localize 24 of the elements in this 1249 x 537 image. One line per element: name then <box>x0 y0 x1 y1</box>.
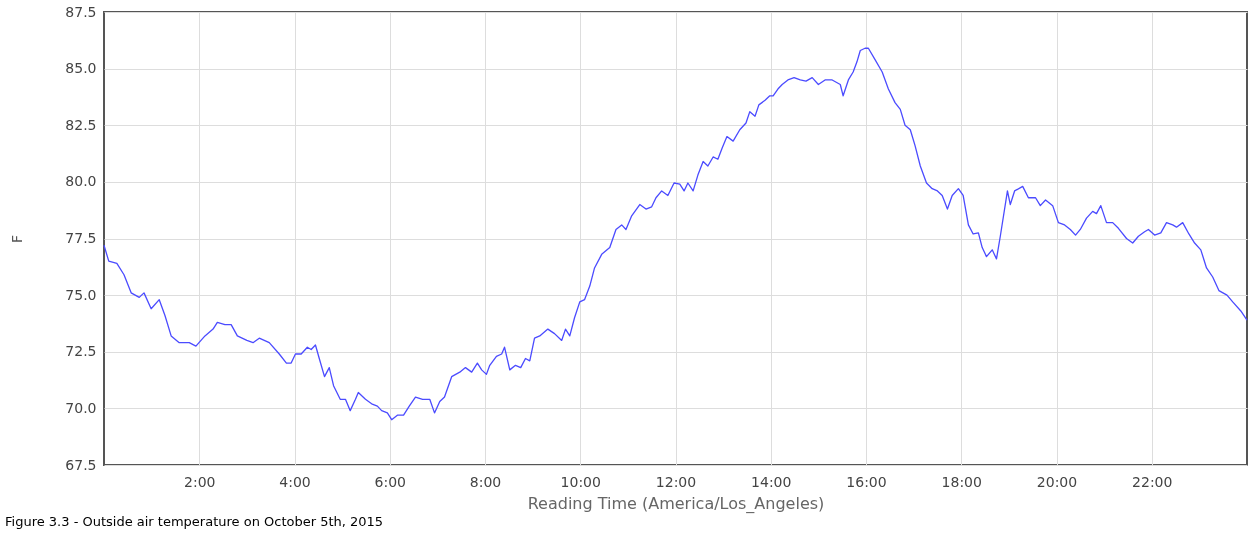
y-tick-label: 75.0 <box>65 286 97 303</box>
y-tick-label: 82.5 <box>65 116 97 133</box>
y-tick-label: 85.0 <box>65 60 97 77</box>
x-tick-label: 16:00 <box>846 473 887 490</box>
caption: Figure 3.3 - Outside air temperature on October 5th, 2015 <box>5 514 384 529</box>
x-tick-label: 2:00 <box>184 473 216 490</box>
y-tick-label: 77.5 <box>65 230 97 246</box>
x-tick-label: 4:00 <box>279 473 311 490</box>
x-tick-label: 20:00 <box>1036 473 1078 490</box>
y-tick-label: 87.5 <box>65 3 97 20</box>
x-tick-label: 8:00 <box>469 473 502 490</box>
line-series <box>103 47 1248 421</box>
y-tick-label: 67.5 <box>65 456 97 473</box>
x-tick-label: 18:00 <box>941 473 982 490</box>
x-axis-title: Reading Time (America/Los_Angeles) <box>527 493 825 514</box>
x-tick-label: 6:00 <box>374 473 406 490</box>
y-axis-title: F <box>9 234 26 244</box>
x-tick-label: 12:00 <box>655 473 697 490</box>
y-tick-label: 80.0 <box>65 173 97 190</box>
x-tick-label: 22:00 <box>1132 473 1173 490</box>
x-tick-label: 10:00 <box>560 473 601 490</box>
y-tick-label: 70.0 <box>65 399 97 416</box>
y-tick-label: 72.5 <box>65 343 97 360</box>
x-tick-label: 14:00 <box>751 473 792 490</box>
